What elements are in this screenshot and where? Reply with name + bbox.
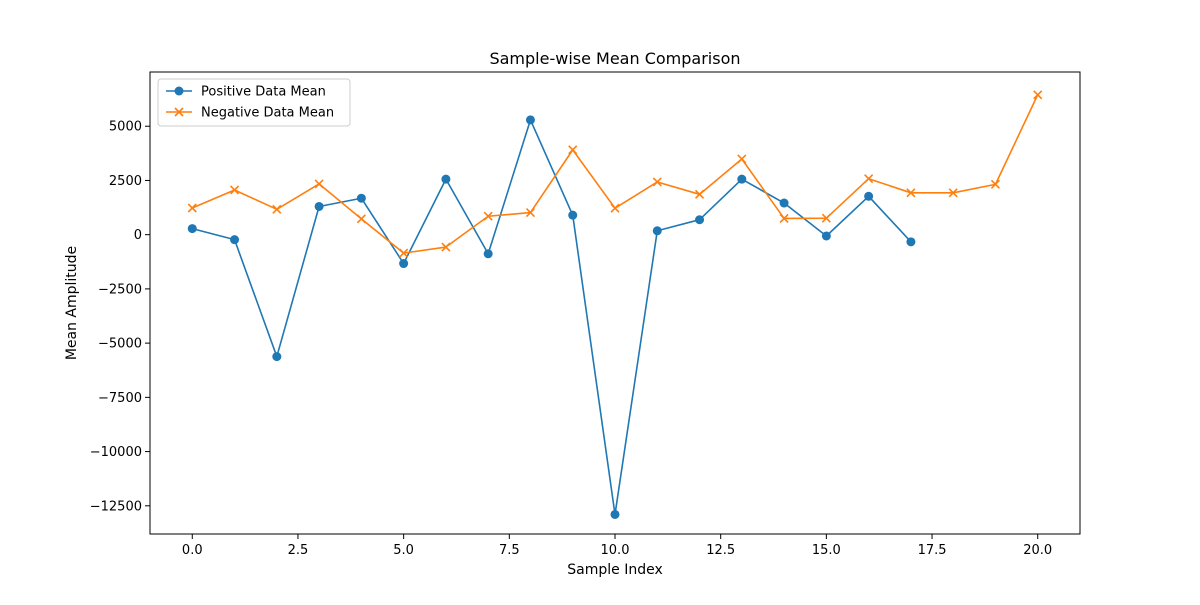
y-tick-label: 0 xyxy=(134,228,142,243)
data-point xyxy=(906,188,916,198)
data-point xyxy=(525,115,535,125)
data-point xyxy=(483,249,493,259)
data-point xyxy=(568,210,578,220)
x-axis-label: Sample Index xyxy=(567,562,662,578)
x-tick-label: 7.5 xyxy=(499,543,520,558)
data-point xyxy=(441,242,451,252)
series-line xyxy=(192,119,912,516)
x-tick-label: 17.5 xyxy=(918,543,947,558)
legend-label: Positive Data Mean xyxy=(201,85,326,100)
y-tick-label: −12500 xyxy=(90,499,142,514)
data-point xyxy=(187,203,197,213)
data-point xyxy=(229,185,240,195)
data-point xyxy=(314,201,324,211)
series-2 xyxy=(187,90,1043,258)
legend-marker xyxy=(174,107,184,117)
y-tick-label: −2500 xyxy=(98,282,142,297)
legend-marker xyxy=(174,86,184,96)
data-point xyxy=(1033,90,1043,100)
data-point xyxy=(948,188,958,198)
x-tick-label: 10.0 xyxy=(601,543,630,558)
data-point xyxy=(187,224,197,234)
x-tick-label: 2.5 xyxy=(288,543,309,558)
x-tick-label: 12.5 xyxy=(706,543,735,558)
data-point xyxy=(483,211,493,221)
data-point xyxy=(441,174,451,184)
y-tick-label: 5000 xyxy=(109,120,142,135)
data-point xyxy=(356,214,366,224)
x-tick-label: 15.0 xyxy=(812,543,841,558)
data-point xyxy=(990,179,1001,189)
data-point xyxy=(356,193,366,203)
series-1 xyxy=(187,115,916,519)
data-point xyxy=(399,259,409,269)
data-point xyxy=(906,237,916,247)
data-point xyxy=(230,235,240,245)
data-point xyxy=(821,213,831,223)
data-point xyxy=(652,177,662,187)
y-tick-label: −5000 xyxy=(98,337,142,352)
y-tick-label: −10000 xyxy=(90,445,142,460)
data-point xyxy=(821,231,831,241)
data-point xyxy=(779,213,789,223)
data-point xyxy=(568,145,578,155)
legend-box xyxy=(157,78,351,127)
data-point xyxy=(399,248,409,258)
legend: Positive Data Mean Negative Data Mean xyxy=(157,78,351,127)
y-axis: 5000 2500 0 −2500 −5000 −7500 −10000 −12500 xyxy=(90,120,150,514)
x-axis: 0.0 2.5 5.0 7.5 10.0 12.5 15.0 17.5 20.0 xyxy=(182,534,1052,558)
data-point xyxy=(272,352,282,362)
x-tick-label: 0.0 xyxy=(182,543,203,558)
x-tick-label: 5.0 xyxy=(393,543,414,558)
legend-label: Negative Data Mean xyxy=(201,106,334,121)
data-point xyxy=(737,154,747,164)
data-point xyxy=(864,191,874,201)
x-tick-label: 20.0 xyxy=(1023,543,1052,558)
data-point xyxy=(610,203,620,213)
data-point xyxy=(610,509,620,519)
y-tick-label: 2500 xyxy=(109,174,142,189)
data-point xyxy=(525,207,536,218)
y-tick-label: −7500 xyxy=(98,391,142,406)
data-point xyxy=(314,179,324,189)
data-point xyxy=(694,189,705,199)
data-point xyxy=(737,174,747,184)
data-point xyxy=(864,174,874,184)
y-axis-label: Mean Amplitude xyxy=(64,246,80,360)
plot-area xyxy=(187,90,1043,519)
data-point xyxy=(272,204,282,214)
data-point xyxy=(779,198,789,208)
chart-title: Sample-wise Mean Comparison xyxy=(489,49,740,68)
data-point xyxy=(695,215,705,225)
data-point xyxy=(652,226,662,236)
